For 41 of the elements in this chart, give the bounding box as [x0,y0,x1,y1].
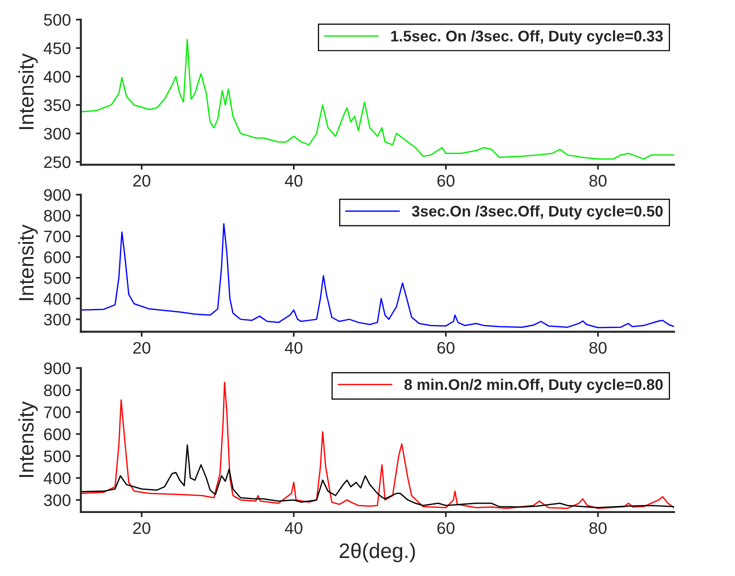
y-tick-label: 300 [44,128,70,140]
y-tick-label: 900 [44,362,70,374]
y-axis-title: Intensity [18,53,38,130]
legend-label: 3sec.On /3sec.Off, Duty cycle=0.50 [412,205,663,220]
y-tick-label: 400 [44,70,70,83]
y-tick-label: 400 [44,472,70,484]
y-tick-label: 700 [44,406,70,418]
line-series [80,223,674,328]
y-tick-label: 800 [44,210,70,222]
x-tick-label: 20 [133,522,150,534]
x-tick-label: 60 [437,174,454,187]
y-tick-label: 500 [44,14,70,26]
y-tick-label: 450 [44,42,70,54]
y-tick-label: 400 [44,292,70,305]
y-axis-title: Intensity [18,401,38,477]
y-tick-label: 800 [44,384,70,396]
x-tick-label: 60 [437,342,454,354]
y-tick-label: 350 [44,99,70,112]
y-tick-label: 500 [44,450,70,462]
y-tick-label: 300 [44,314,70,326]
x-tick-label: 80 [589,522,607,534]
x-tick-label: 20 [133,174,150,187]
y-tick-label: 250 [44,156,70,168]
y-tick-label: 900 [44,189,70,201]
y-tick-label: 600 [44,251,70,264]
x-tick-label: 40 [284,174,302,187]
y-tick-label: 600 [44,428,70,440]
legend-label: 8 min.On/2 min.Off, Duty cycle=0.80 [404,378,663,393]
x-tick-label: 40 [284,522,302,534]
y-tick-label: 500 [44,272,70,284]
x-axis-title: 2θ(deg.) [340,542,415,562]
x-tick-label: 60 [437,522,454,534]
line-series [80,444,674,508]
x-tick-label: 40 [284,342,302,354]
legend-label: 1.5sec. On /3sec. Off, Duty cycle=0.33 [391,30,663,45]
x-tick-label: 20 [133,342,150,354]
x-tick-label: 80 [589,174,607,187]
y-axis-title: Intensity [18,224,38,300]
y-tick-label: 700 [44,230,70,242]
y-tick-label: 300 [44,494,70,506]
x-tick-label: 80 [589,342,607,354]
